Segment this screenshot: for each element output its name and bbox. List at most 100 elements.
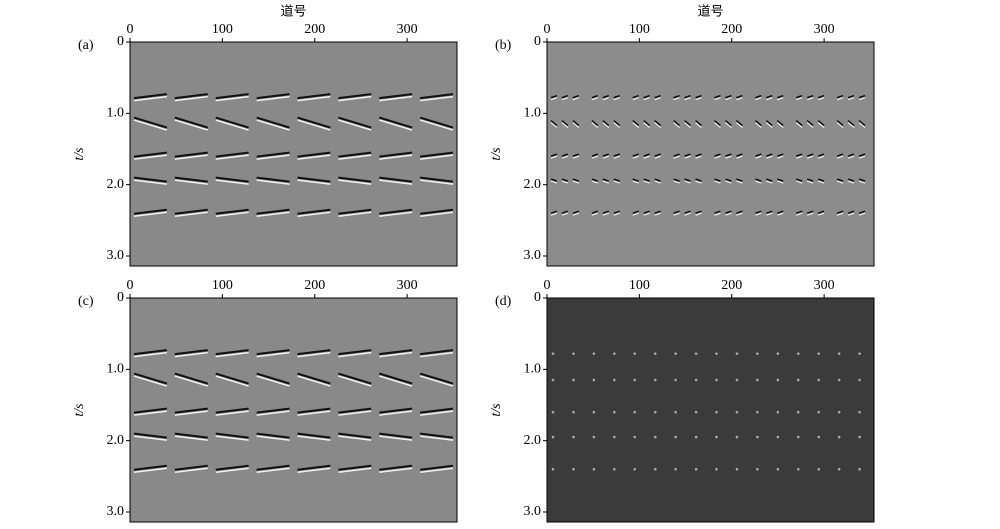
event-mark	[550, 97, 558, 101]
event-mark	[766, 210, 773, 214]
event-mark	[551, 467, 555, 471]
event-mark	[735, 119, 743, 127]
y-tick-label: 3.0	[524, 248, 542, 263]
event-mark	[420, 93, 454, 100]
event-mark	[379, 467, 413, 473]
x-tick-label: 300	[814, 278, 835, 293]
event-mark	[632, 122, 640, 128]
event-mark	[755, 178, 762, 182]
event-mark	[174, 351, 208, 358]
event-mark	[858, 155, 866, 159]
y-axis-label: t/s	[72, 147, 87, 161]
event-mark	[133, 179, 167, 185]
event-mark	[847, 94, 855, 99]
event-mark	[592, 467, 596, 471]
event-mark	[215, 179, 249, 185]
event-mark	[643, 122, 651, 128]
event-mark	[776, 467, 780, 471]
event-mark	[796, 180, 803, 184]
event-mark	[654, 210, 661, 214]
event-mark	[654, 212, 661, 216]
event-mark	[654, 122, 662, 128]
event-mark	[613, 153, 620, 157]
event-mark	[817, 180, 825, 184]
event-mark	[796, 153, 803, 157]
event-mark	[297, 208, 331, 215]
event-mark	[777, 178, 784, 182]
event-mark	[817, 410, 821, 414]
event-mark	[378, 116, 413, 129]
event-mark	[572, 122, 580, 128]
y-tick-label: 2.0	[107, 177, 125, 192]
event-mark	[654, 153, 661, 157]
event-mark	[550, 180, 558, 184]
event-mark	[695, 155, 702, 159]
event-mark	[817, 155, 825, 159]
event-mark	[725, 180, 732, 184]
event-mark	[419, 375, 454, 387]
event-mark	[420, 407, 454, 414]
event-mark	[420, 95, 454, 102]
event-mark	[174, 464, 208, 471]
event-mark	[379, 208, 413, 215]
y-tick-label: 2.0	[524, 177, 542, 192]
event-mark	[133, 93, 167, 100]
event-mark	[602, 210, 610, 214]
event-mark	[420, 176, 454, 183]
event-mark	[806, 178, 814, 182]
event-mark	[420, 349, 454, 356]
x-tick-label: 200	[304, 278, 325, 293]
event-mark	[215, 410, 249, 416]
event-mark	[796, 435, 800, 439]
event-mark	[837, 435, 841, 439]
event-mark	[420, 208, 454, 215]
event-mark	[133, 410, 167, 416]
event-mark	[736, 155, 743, 159]
event-mark	[420, 464, 454, 471]
event-mark	[756, 435, 759, 439]
event-mark	[725, 97, 732, 101]
event-mark	[613, 352, 616, 355]
event-mark	[174, 154, 208, 160]
event-mark	[602, 180, 609, 184]
event-mark	[817, 352, 821, 355]
event-mark	[766, 212, 773, 216]
event-mark	[695, 212, 702, 216]
event-mark	[684, 94, 691, 99]
event-mark	[420, 410, 454, 416]
event-mark	[817, 94, 825, 99]
event-mark	[215, 119, 249, 131]
event-mark	[591, 94, 599, 99]
event-mark	[694, 410, 698, 414]
event-mark	[673, 212, 680, 216]
event-mark	[297, 372, 331, 385]
event-mark	[817, 119, 825, 127]
event-mark	[613, 180, 620, 184]
event-mark	[694, 352, 698, 355]
event-mark	[297, 154, 331, 160]
event-mark	[796, 467, 800, 471]
event-mark	[847, 178, 855, 182]
event-mark	[550, 153, 558, 157]
event-mark	[714, 153, 721, 157]
event-mark	[632, 119, 640, 127]
panel-label: (b)	[495, 38, 512, 53]
event-mark	[684, 119, 692, 127]
event-mark	[215, 435, 249, 441]
y-tick-label: 3.0	[524, 504, 542, 519]
event-mark	[766, 94, 773, 99]
event-mark	[338, 179, 372, 185]
event-mark	[684, 180, 691, 184]
event-mark	[256, 435, 290, 441]
event-mark	[379, 154, 413, 160]
y-tick-label: 2.0	[107, 433, 125, 448]
event-mark	[338, 467, 372, 473]
event-mark	[836, 178, 844, 182]
event-mark	[632, 180, 639, 184]
event-mark	[817, 378, 821, 382]
event-mark	[654, 180, 661, 184]
event-mark	[858, 210, 866, 214]
event-mark	[572, 435, 575, 439]
event-mark	[632, 97, 639, 101]
event-mark	[796, 352, 800, 355]
